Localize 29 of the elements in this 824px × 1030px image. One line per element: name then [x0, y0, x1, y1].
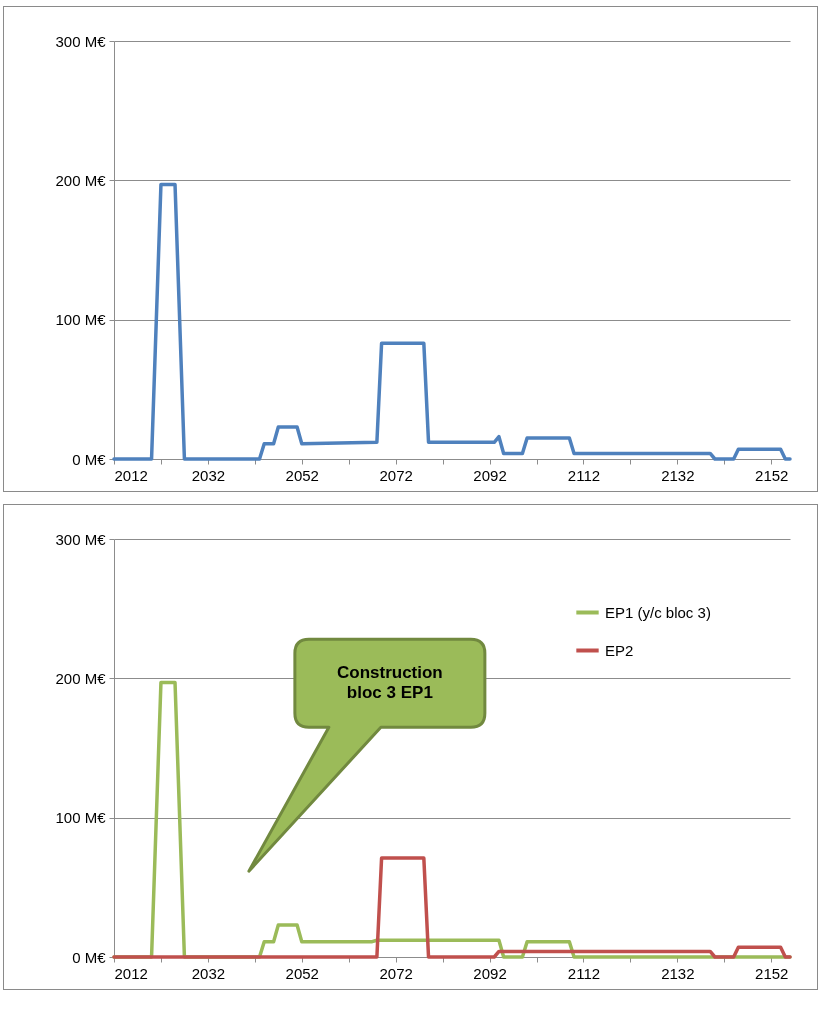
line-series [112, 182, 792, 461]
x-tick-label: 2072 [379, 466, 413, 484]
y-tick-label: 100 M€ [55, 809, 107, 827]
y-tick-label: 300 M€ [55, 32, 107, 50]
y-tick-label: 0 M€ [72, 450, 107, 468]
y-tick-label: 200 M€ [55, 171, 107, 189]
x-tick-label: 2112 [567, 964, 601, 982]
x-tick-label: 2132 [661, 964, 695, 982]
x-tick-label: 2072 [379, 964, 413, 982]
x-tick-label: 2012 [114, 964, 148, 982]
x-tick-label: 2092 [473, 964, 507, 982]
x-tick-label: 2112 [567, 466, 601, 484]
x-tick-label: 2092 [473, 466, 507, 484]
y-tick-label: 0 M€ [72, 948, 107, 966]
x-tick-label: 2132 [661, 466, 695, 484]
legend-label: EP1 (y/c bloc 3) [605, 603, 711, 621]
legend-label: EP2 [605, 641, 634, 659]
y-tick-label: 200 M€ [55, 669, 107, 687]
x-tick-label: 2032 [191, 466, 226, 484]
x-tick-label: 2152 [755, 466, 789, 484]
x-tick-label: 2052 [285, 466, 319, 484]
x-tick-label: 2012 [114, 466, 148, 484]
line-series [112, 856, 792, 959]
y-tick-label: 100 M€ [55, 311, 107, 329]
x-tick-label: 2052 [285, 964, 319, 982]
annotation: Construction bloc 3 EP1 [335, 662, 444, 705]
y-tick-label: 300 M€ [55, 530, 107, 548]
x-tick-label: 2152 [755, 964, 789, 982]
x-tick-label: 2032 [191, 964, 226, 982]
